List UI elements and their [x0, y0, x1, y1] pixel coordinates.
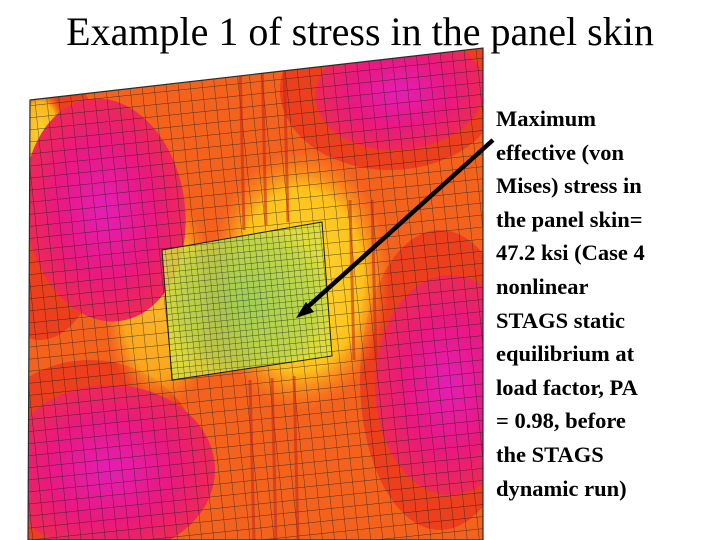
refined-mesh-region [161, 221, 333, 381]
caption-line: Mises) stress in [496, 173, 642, 199]
caption-line: load factor, PA [496, 374, 638, 400]
caption-line: equilibrium at [496, 341, 635, 367]
caption-line: effective (von [496, 139, 625, 165]
caption-line: nonlinear [496, 273, 589, 299]
pointer-arrow [296, 138, 495, 318]
caption-line: Maximum [496, 106, 596, 131]
caption-line: the STAGS [496, 441, 604, 467]
stress-caption: Maximum effective (von Mises) stress in … [496, 102, 716, 505]
caption-line: 47.2 ksi (Case 4 [496, 240, 645, 266]
caption-line: the panel skin= [496, 206, 643, 232]
caption-line: dynamic run) [496, 475, 627, 501]
slide-title: Example 1 of stress in the panel skin [66, 9, 654, 54]
caption-line: = 0.98, before [496, 408, 626, 434]
caption-line: STAGS static [496, 307, 625, 333]
